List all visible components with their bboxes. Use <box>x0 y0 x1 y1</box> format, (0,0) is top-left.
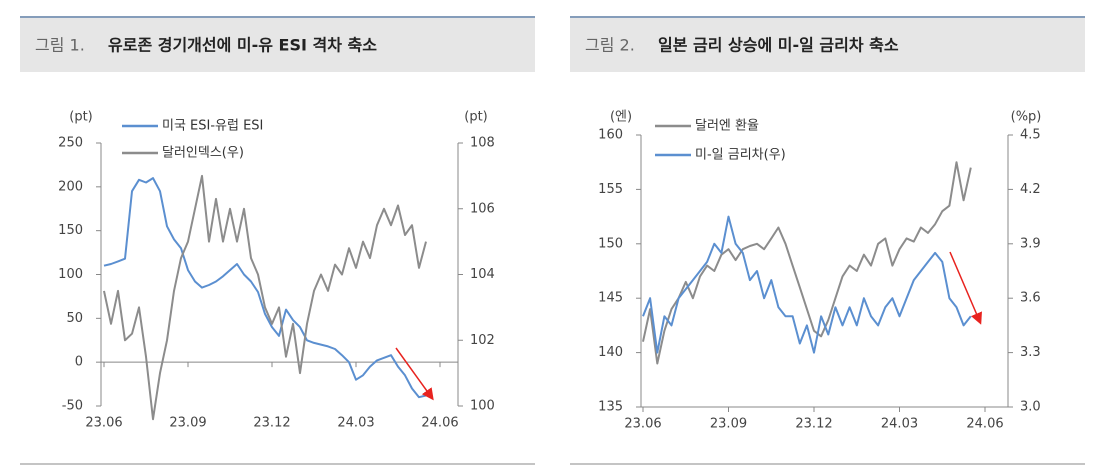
y2-tick-label: 3.3 <box>1020 345 1041 360</box>
figure-title: 일본 금리 상승에 미-일 금리차 축소 <box>658 36 899 55</box>
y-tick-label: 0 <box>75 355 83 370</box>
legend-label: 미국 ESI-유럽 ESI <box>162 119 263 134</box>
y2-unit: (%p) <box>1011 110 1042 125</box>
legend-label: 미-일 금리차(우) <box>695 148 786 163</box>
header-band <box>20 18 535 72</box>
y2-tick-label: 104 <box>470 267 495 282</box>
series-line <box>103 174 427 421</box>
trend-arrow <box>949 251 982 325</box>
legend-label: 달러엔 환율 <box>695 119 759 134</box>
y-tick-label: 100 <box>58 267 83 282</box>
y-tick-label: 140 <box>598 345 623 360</box>
figure-title: 유로존 경기개선에 미-유 ESI 격차 축소 <box>108 36 377 55</box>
x-tick-label: 23.06 <box>85 416 122 431</box>
y2-tick-label: 4.2 <box>1020 182 1041 197</box>
x-tick-label: 23.12 <box>253 416 290 431</box>
y-tick-label: 150 <box>598 236 623 251</box>
x-tick-label: 23.09 <box>710 417 747 432</box>
trend-arrow <box>395 347 434 401</box>
y-tick-label: 155 <box>598 182 623 197</box>
y-tick-label: -50 <box>62 399 83 414</box>
y-tick-label: 145 <box>598 291 623 306</box>
series-line <box>642 215 972 354</box>
y-tick-label: 50 <box>66 311 83 326</box>
x-tick-label: 23.12 <box>795 417 832 432</box>
series-line <box>103 177 427 399</box>
y2-tick-label: 108 <box>470 136 495 151</box>
y-unit: (엔) <box>610 110 632 125</box>
series-line <box>642 161 972 365</box>
header-band <box>570 18 1085 72</box>
y-tick-label: 160 <box>598 128 623 143</box>
figure-label: 그림 2. <box>585 36 635 55</box>
y2-tick-label: 4.5 <box>1020 128 1041 143</box>
x-tick-label: 24.06 <box>966 417 1003 432</box>
x-tick-label: 24.03 <box>337 416 374 431</box>
y2-tick-label: 3.0 <box>1020 400 1041 415</box>
legend-label: 달러인덱스(우) <box>162 146 244 161</box>
y2-tick-label: 106 <box>470 201 495 216</box>
figure-label: 그림 1. <box>35 36 85 55</box>
x-tick-label: 23.09 <box>169 416 206 431</box>
y2-unit: (pt) <box>464 110 488 125</box>
y-tick-label: 200 <box>58 179 83 194</box>
x-tick-label: 24.06 <box>421 416 458 431</box>
y-unit: (pt) <box>69 110 93 125</box>
x-tick-label: 24.03 <box>881 417 918 432</box>
y-tick-label: 150 <box>58 223 83 238</box>
y-tick-label: 135 <box>598 400 623 415</box>
y2-tick-label: 100 <box>470 399 495 414</box>
y2-tick-label: 3.6 <box>1020 291 1041 306</box>
y2-tick-label: 102 <box>470 333 495 348</box>
y-tick-label: 250 <box>58 136 83 151</box>
y2-tick-label: 3.9 <box>1020 236 1041 251</box>
x-tick-label: 23.06 <box>624 417 661 432</box>
